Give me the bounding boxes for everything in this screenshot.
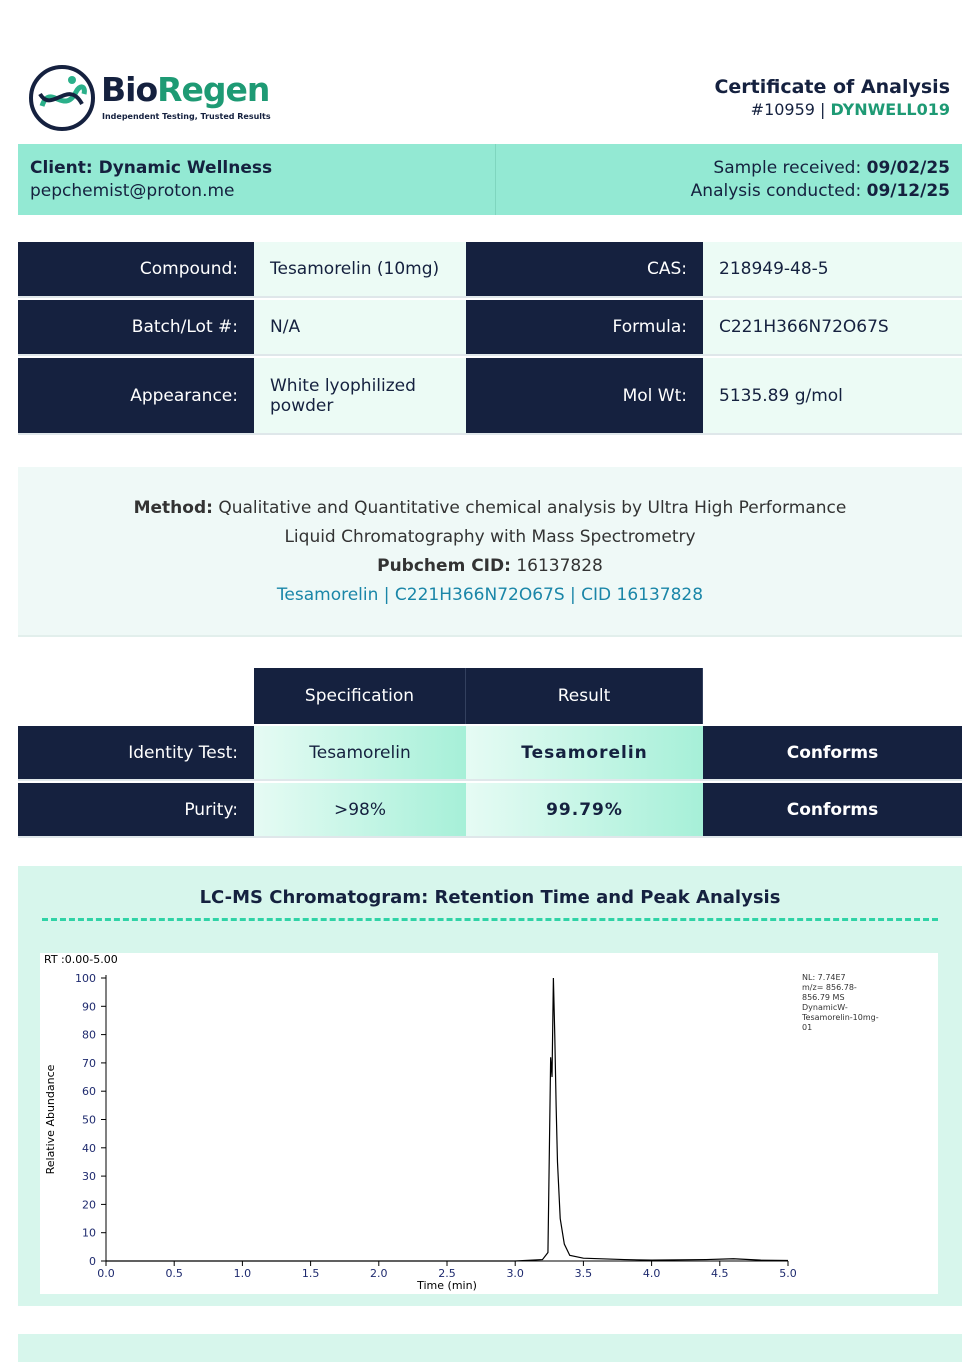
x-axis-label: Time (min) [416, 1279, 477, 1292]
property-label: Batch/Lot #: [18, 300, 254, 356]
results-header: Specification [254, 668, 466, 724]
status: Conforms [703, 783, 962, 838]
logo-bio: Bio [101, 70, 158, 109]
y-tick-label: 100 [75, 972, 96, 985]
y-tick-label: 0 [89, 1255, 96, 1268]
status: Conforms [703, 726, 962, 781]
x-tick-label: 3.0 [506, 1267, 524, 1280]
annotation: 856.79 MS [802, 993, 845, 1002]
y-tick-label: 90 [82, 1000, 96, 1013]
property-value: White lyophilized powder [254, 358, 466, 435]
result-label: Purity: [18, 783, 254, 838]
annotation: m/z= 856.78- [802, 983, 857, 992]
x-tick-label: 3.5 [575, 1267, 593, 1280]
y-tick-label: 60 [82, 1085, 96, 1098]
pubchem-link[interactable]: Tesamorelin | C221H366N72O67S | CID 1613… [276, 585, 704, 605]
y-tick-label: 30 [82, 1170, 96, 1183]
method-text: Qualitative and Quantitative chemical an… [218, 498, 847, 547]
logo-text: BioRegen [101, 70, 270, 109]
logo-icon [29, 65, 95, 131]
y-tick-label: 50 [82, 1114, 96, 1127]
range-label: RT :0.00-5.00 [44, 953, 118, 966]
property-value: C221H366N72O67S [703, 300, 962, 356]
method-label: Method: [133, 498, 213, 518]
y-tick-label: 10 [82, 1227, 96, 1240]
x-tick-label: 1.0 [234, 1267, 252, 1280]
y-tick-label: 20 [82, 1198, 96, 1211]
next-panel [18, 1334, 962, 1362]
property-value: 5135.89 g/mol [703, 358, 962, 435]
annotation: DynamicW- [802, 1003, 848, 1012]
conducted-date: 09/12/25 [866, 181, 950, 201]
x-tick-label: 5.0 [779, 1267, 797, 1280]
title-rule [42, 918, 938, 921]
property-label: Mol Wt: [466, 358, 703, 435]
cid-label: Pubchem CID: [377, 556, 511, 576]
property-value: Tesamorelin (10mg) [254, 242, 466, 298]
chart-title: LC-MS Chromatogram: Retention Time and P… [199, 887, 781, 908]
property-label: CAS: [466, 242, 703, 298]
x-tick-label: 0.0 [97, 1267, 115, 1280]
logo-regen: Regen [157, 70, 270, 109]
x-tick-label: 1.5 [302, 1267, 320, 1280]
annotation: 01 [802, 1023, 812, 1032]
cid-value: 16137828 [516, 556, 603, 576]
cid-line: Pubchem CID: 16137828 [18, 552, 962, 581]
y-tick-label: 40 [82, 1142, 96, 1155]
received-label: Sample received: [713, 158, 862, 178]
annotation: Tesamorelin-10mg- [801, 1013, 879, 1022]
result-label: Identity Test: [18, 726, 254, 781]
certificate-id: #10959 | [750, 100, 826, 119]
property-label: Formula: [466, 300, 703, 356]
conducted-label: Analysis conducted: [690, 181, 862, 201]
received-date: 09/02/25 [866, 158, 950, 178]
property-value: 218949-48-5 [703, 242, 962, 298]
divider [495, 144, 496, 215]
client-email: pepchemist@proton.me [30, 181, 235, 201]
method-line: Method: Qualitative and Quantitative che… [18, 467, 962, 552]
batch-code: DYNWELL019 [830, 100, 950, 119]
y-tick-label: 80 [82, 1029, 96, 1042]
property-label: Compound: [18, 242, 254, 298]
doc-id: #10959 | DYNWELL019 [751, 100, 950, 119]
specification: >98% [254, 783, 466, 838]
property-label: Appearance: [18, 358, 254, 435]
received: Sample received: 09/02/25 [713, 158, 950, 178]
result: 99.79% [466, 783, 703, 838]
trace [106, 977, 789, 1262]
property-value: N/A [254, 300, 466, 356]
conducted: Analysis conducted: 09/12/25 [691, 181, 950, 201]
method-panel: Method: Qualitative and Quantitative che… [18, 467, 962, 637]
x-tick-label: 4.5 [711, 1267, 729, 1280]
results-header: Result [466, 668, 703, 724]
x-tick-label: 0.5 [165, 1267, 183, 1280]
annotation: NL: 7.74E7 [802, 973, 846, 982]
x-tick-label: 2.0 [370, 1267, 388, 1280]
result: Tesamorelin [466, 726, 703, 781]
tagline: Independent Testing, Trusted Results [102, 112, 271, 121]
specification: Tesamorelin [254, 726, 466, 781]
client-bar [18, 144, 962, 215]
y-axis-label: Relative Abundance [44, 1064, 57, 1174]
y-tick-label: 70 [82, 1057, 96, 1070]
doc-title: Certificate of Analysis [714, 76, 950, 98]
x-tick-label: 4.0 [643, 1267, 661, 1280]
client-name: Client: Dynamic Wellness [30, 158, 273, 178]
x-tick-label: 2.5 [438, 1267, 456, 1280]
